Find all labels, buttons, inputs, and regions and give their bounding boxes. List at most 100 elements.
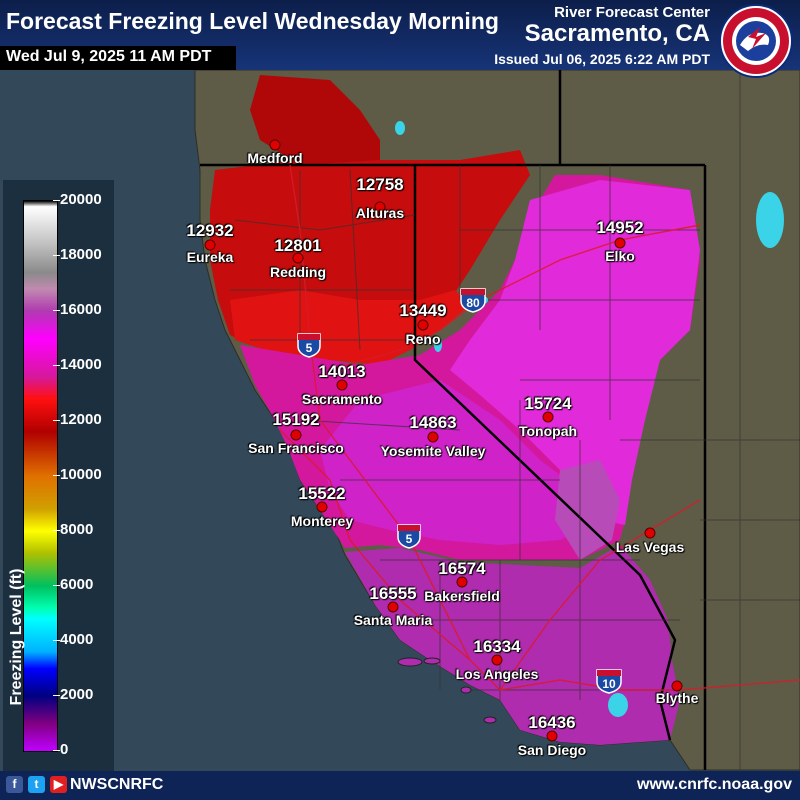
station-marker (546, 730, 558, 742)
social-handle: NWSCNRFC (70, 776, 164, 793)
legend-tick-label: 20000 (60, 191, 102, 208)
legend-tick-mark (53, 585, 60, 586)
station-freezing-level: 14863 (409, 413, 457, 432)
station-marker (316, 501, 328, 513)
station-name: Bakersfield (424, 588, 500, 604)
legend-tick-label: 18000 (60, 246, 102, 263)
legend-tick-label: 12000 (60, 411, 102, 428)
station-freezing-level: 15192 (272, 410, 320, 429)
legend-tick-mark (53, 310, 60, 311)
legend-tick-mark (53, 750, 60, 751)
legend-tick-mark (53, 475, 60, 476)
interstate-80-label: 80 (466, 296, 480, 310)
band-16000-plus (345, 545, 680, 745)
channel-islands (397, 657, 497, 724)
station-marker (671, 680, 683, 692)
youtube-icon[interactable]: ▶ (50, 776, 67, 793)
station-marker (491, 654, 503, 666)
station-name: Redding (270, 264, 326, 280)
station-name: Eureka (186, 249, 234, 265)
station-freezing-level: 14013 (318, 362, 366, 381)
station-freezing-level: 12801 (274, 236, 322, 255)
band-red-upper (250, 75, 380, 165)
station-marker (336, 379, 348, 391)
station-marker (644, 527, 656, 539)
valid-time: Wed Jul 9, 2025 11 AM PDT (6, 48, 212, 65)
legend-tick-mark (53, 530, 60, 531)
station-marker (374, 201, 386, 213)
station-freezing-level: 16334 (473, 637, 521, 656)
legend-tick-mark (53, 695, 60, 696)
band-central-magenta (320, 380, 600, 545)
interstate-10-shield: 10 (596, 669, 622, 694)
station-name: Sacramento (301, 391, 383, 407)
interstate-5-shield-south: 5 (397, 524, 421, 549)
legend-panel: 20000 18000 16000 14000 12000 10000 8000 6000 40… (3, 180, 114, 772)
legend-tick-label: 10000 (60, 466, 102, 483)
twitter-icon[interactable]: t (28, 776, 45, 793)
station-freezing-level: 16555 (369, 584, 417, 603)
legend-tick-mark (53, 640, 60, 641)
legend-tick-label: 14000 (60, 356, 102, 373)
website-link[interactable]: www.cnrfc.noaa.gov (637, 776, 792, 793)
interstate-5-south-label: 5 (406, 532, 413, 546)
station-marker (417, 319, 429, 331)
station-freezing-level: 15724 (524, 394, 572, 413)
station-marker (290, 429, 302, 441)
colorbar (23, 200, 58, 752)
legend-tick-mark (53, 365, 60, 366)
station-marker (542, 411, 554, 423)
interstate-80-shield: 80 (460, 288, 486, 313)
band-lighter-purple (555, 460, 620, 560)
valid-time-bar (0, 46, 236, 70)
state-borders (200, 70, 707, 770)
station-name: Elko (605, 248, 635, 264)
station-marker (292, 252, 304, 264)
station-name: Tonopah (518, 423, 578, 439)
interstate-5-label: 5 (306, 341, 313, 355)
station-marker (427, 431, 439, 443)
footer-bar (0, 771, 800, 800)
legend-tick-label: 4000 (60, 631, 94, 648)
station-freezing-level: 16574 (438, 559, 486, 578)
station-marker (614, 237, 626, 249)
station-freezing-level: 15522 (298, 484, 346, 503)
station-name: San Diego (517, 742, 587, 758)
facebook-icon[interactable]: f (6, 776, 23, 793)
lakes (395, 121, 784, 717)
station-name: Medford (247, 150, 303, 166)
legend-tick-label: 16000 (60, 301, 102, 318)
station-freezing-level: 13449 (399, 301, 447, 320)
band-13000-14000 (230, 290, 470, 365)
nws-logo (719, 4, 793, 78)
station-marker (204, 239, 216, 251)
legend-title: Freezing Level (ft) (8, 568, 25, 706)
station-name: Los Angeles (455, 666, 539, 682)
station-name: Santa Maria (353, 612, 433, 628)
office-name: Sacramento, CA (524, 20, 710, 47)
station-name: Alturas (355, 205, 405, 221)
station-freezing-level: 12758 (356, 175, 404, 194)
legend-tick-label: 0 (60, 741, 69, 758)
station-freezing-level: 14952 (596, 218, 644, 237)
legend-tick-label: 6000 (60, 576, 94, 593)
station-name: Blythe (655, 690, 699, 706)
station-freezing-level: 12932 (186, 221, 234, 240)
map-title: Forecast Freezing Level Wednesday Mornin… (6, 8, 499, 34)
station-name: San Francisco (248, 440, 344, 456)
legend-tick-mark (53, 255, 60, 256)
station-name: Yosemite Valley (380, 443, 486, 459)
legend-tick-label: 8000 (60, 521, 94, 538)
station-marker (269, 139, 281, 151)
station-marker (387, 601, 399, 613)
interstate-5-shield-north: 5 (297, 333, 321, 358)
station-name: Las Vegas (615, 539, 685, 555)
legend-tick-mark (53, 420, 60, 421)
legend-tick-mark (53, 200, 60, 201)
interstate-10-label: 10 (602, 677, 616, 691)
station-name: Reno (405, 331, 441, 347)
legend-tick-label: 2000 (60, 686, 94, 703)
station-name: Monterey (290, 513, 354, 529)
